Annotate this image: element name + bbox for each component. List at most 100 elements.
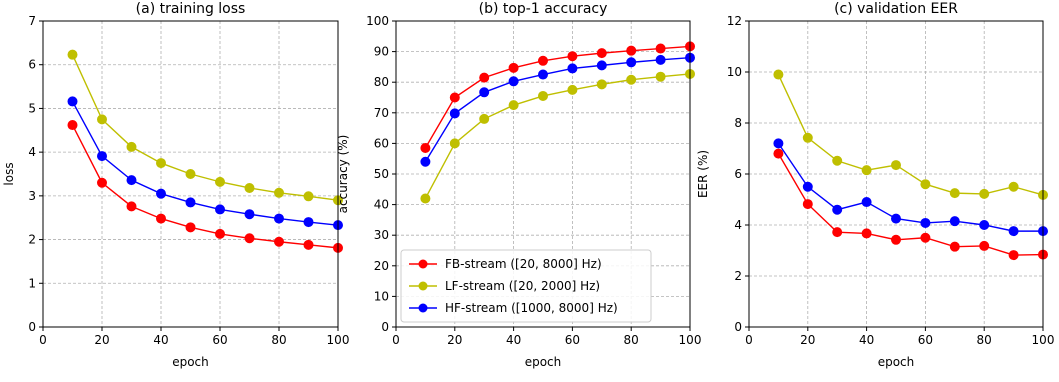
data-point	[949, 241, 960, 252]
data-point	[215, 204, 225, 215]
x-tick-label: 100	[679, 333, 702, 347]
data-point	[126, 141, 137, 152]
data-point	[861, 197, 872, 208]
plot-frame	[42, 20, 339, 328]
y-tick-label: 1	[28, 276, 36, 290]
series-line-3	[71, 101, 339, 226]
series-line-2	[71, 54, 339, 201]
x-tick-label: 40	[506, 333, 521, 347]
data-point	[244, 233, 255, 244]
data-point	[449, 92, 460, 103]
data-point	[244, 209, 255, 220]
data-point	[538, 69, 548, 80]
data-point	[655, 43, 666, 54]
data-point	[449, 138, 460, 149]
data-point	[1008, 181, 1019, 192]
x-tick-label: 60	[918, 333, 933, 347]
y-tick-label: 90	[374, 45, 389, 59]
x-tick-label: 100	[327, 333, 350, 347]
x-tick-label: 60	[212, 333, 227, 347]
data-point	[67, 49, 78, 60]
data-point	[949, 188, 960, 199]
data-point	[274, 213, 284, 224]
data-point	[420, 142, 431, 153]
data-point	[449, 108, 460, 119]
y-tick-label: 4	[734, 218, 742, 232]
data-point	[97, 151, 107, 162]
data-point	[773, 148, 784, 159]
data-point	[949, 216, 960, 227]
x-tick-label: 0	[392, 333, 400, 347]
data-point	[508, 100, 519, 111]
data-point	[802, 132, 813, 143]
x-tick-label: 0	[745, 333, 753, 347]
data-point	[185, 197, 196, 208]
data-point	[832, 204, 843, 215]
data-point	[891, 213, 901, 224]
chart-title: (a) training loss	[136, 1, 246, 17]
x-tick-label: 100	[1032, 333, 1055, 347]
data-point	[891, 234, 901, 245]
chart-panel-1: 0 20 40 60 80 100 0 1 2 3 4 5 6 7 (a) training loss epo…	[2, 1, 349, 369]
data-point	[1008, 250, 1019, 261]
data-point	[67, 96, 78, 107]
data-point	[185, 169, 196, 179]
chart-panel-2: 0 20 40 60 80 100 0 10 20 30 40 50 60 70 80 90 100 (b) to…	[336, 1, 701, 369]
y-tick-label: 60	[374, 136, 389, 150]
y-tick-label: 2	[28, 233, 36, 247]
series-line-1	[424, 45, 691, 149]
chart-title: (c) validation EER	[834, 1, 958, 17]
data-point	[861, 228, 872, 239]
y-tick-label: 3	[28, 189, 36, 203]
data-point	[156, 188, 166, 199]
y-tick-label: 6	[734, 167, 742, 181]
x-tick-label: 0	[39, 333, 47, 347]
series-line-3	[777, 143, 1043, 232]
data-point	[920, 232, 931, 243]
y-tick-label: 70	[374, 106, 389, 120]
series-line-2	[777, 74, 1044, 196]
data-point	[832, 155, 843, 166]
y-tick-label: 5	[28, 101, 36, 115]
data-point	[626, 45, 637, 56]
data-point	[802, 181, 813, 192]
legend-label: FB-stream ([20, 8000] Hz)	[445, 257, 602, 271]
data-point	[479, 72, 490, 83]
data-point	[420, 156, 431, 167]
data-point	[596, 60, 607, 71]
data-point	[303, 217, 314, 228]
data-point	[538, 55, 548, 66]
data-point	[920, 179, 931, 190]
x-axis-label: epoch	[172, 355, 209, 369]
data-point	[215, 228, 225, 239]
data-point	[126, 201, 137, 212]
y-tick-label: 20	[374, 259, 389, 273]
data-point	[420, 193, 431, 204]
data-point	[832, 227, 843, 238]
data-point	[979, 240, 990, 251]
y-tick-label: 12	[727, 14, 742, 28]
y-tick-label: 0	[734, 320, 742, 334]
series-line-1	[71, 124, 339, 249]
data-point	[508, 62, 519, 73]
data-point	[1008, 226, 1019, 237]
x-tick-label: 80	[624, 333, 639, 347]
data-point	[626, 74, 637, 85]
data-point	[920, 217, 931, 228]
y-tick-label: 50	[374, 167, 389, 181]
x-tick-label: 20	[94, 333, 109, 347]
data-point	[508, 76, 519, 87]
y-axis-label: loss	[2, 162, 16, 185]
y-tick-label: 0	[28, 320, 36, 334]
series-line-2	[424, 73, 691, 199]
x-tick-label: 20	[800, 333, 815, 347]
data-point	[97, 114, 107, 125]
data-point	[479, 113, 490, 124]
y-tick-label: 8	[734, 116, 742, 130]
y-tick-label: 10	[374, 289, 389, 303]
data-point	[274, 187, 284, 198]
y-tick-label: 30	[374, 228, 389, 242]
data-point	[479, 87, 490, 98]
